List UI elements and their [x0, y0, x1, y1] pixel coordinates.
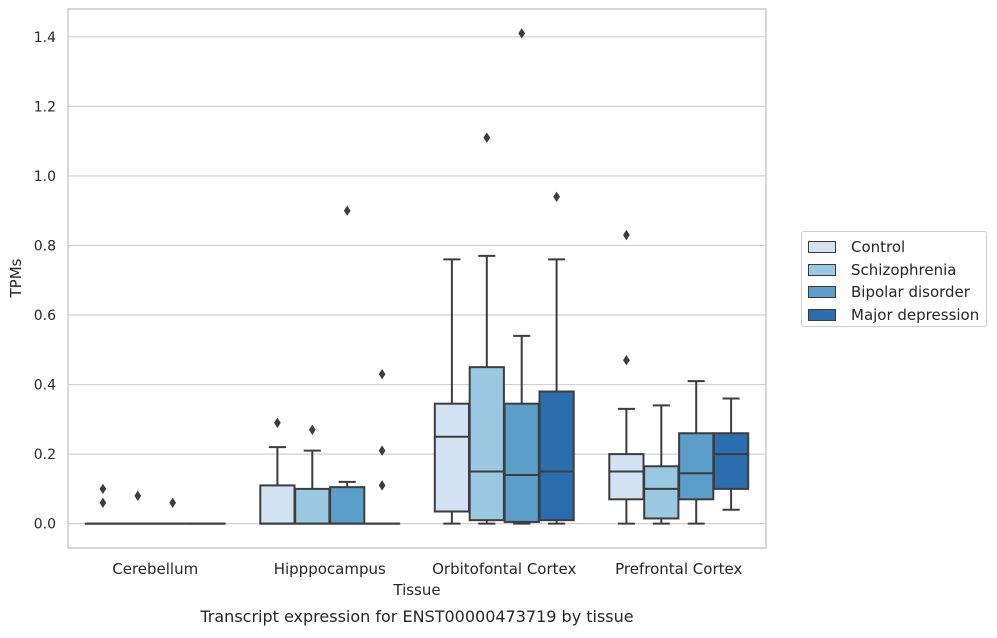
y-tick-label: 0.2	[34, 447, 56, 463]
box	[470, 367, 504, 520]
y-axis-label: TPMs	[7, 258, 25, 298]
x-tick-label: Prefrontal Cortex	[615, 560, 742, 578]
legend-label: Control	[851, 238, 905, 256]
chart-title: Transcript expression for ENST0000047371…	[199, 607, 633, 626]
box	[539, 392, 573, 521]
legend-item-major-depression: Major depression	[808, 304, 986, 327]
box	[679, 433, 713, 499]
legend-swatch	[808, 286, 836, 298]
legend-label: Bipolar disorder	[851, 283, 970, 301]
box	[609, 454, 643, 499]
legend-item-bipolar-disorder: Bipolar disorder	[808, 281, 986, 304]
legend-swatch	[808, 264, 836, 276]
box	[435, 404, 469, 512]
box	[330, 487, 364, 524]
box	[260, 485, 294, 523]
legend: Control Schizophrenia Bipolar disorder M…	[801, 231, 987, 327]
y-tick-label: 1.2	[34, 99, 56, 115]
x-tick-labels: Cerebellum Hipppocampus Orbitofontal Corte…	[112, 560, 742, 578]
legend-item-control: Control	[808, 236, 986, 259]
y-tick-label: 0.0	[34, 517, 56, 533]
legend-label: Schizophrenia	[851, 261, 956, 279]
box	[295, 489, 329, 524]
x-axis-label: Tissue	[392, 581, 440, 599]
x-tick-label: Hipppocampus	[274, 560, 386, 578]
box	[714, 433, 748, 489]
y-tick-label: 1.4	[34, 30, 56, 46]
x-tick-label: Cerebellum	[112, 560, 198, 578]
legend-item-schizophrenia: Schizophrenia	[808, 259, 986, 282]
legend-swatch	[808, 309, 836, 321]
x-tick-label: Orbitofontal Cortex	[432, 560, 576, 578]
box	[505, 404, 539, 522]
y-tick-label: 0.6	[34, 308, 56, 324]
legend-swatch	[808, 241, 836, 253]
y-tick-label: 0.4	[34, 378, 56, 394]
box	[644, 466, 678, 518]
y-tick-label: 0.8	[34, 238, 56, 254]
y-tick-labels: 0.0 0.2 0.4 0.6 0.8 1.0 1.2 1.4	[34, 30, 56, 533]
y-tick-label: 1.0	[34, 169, 56, 185]
legend-label: Major depression	[851, 306, 979, 324]
